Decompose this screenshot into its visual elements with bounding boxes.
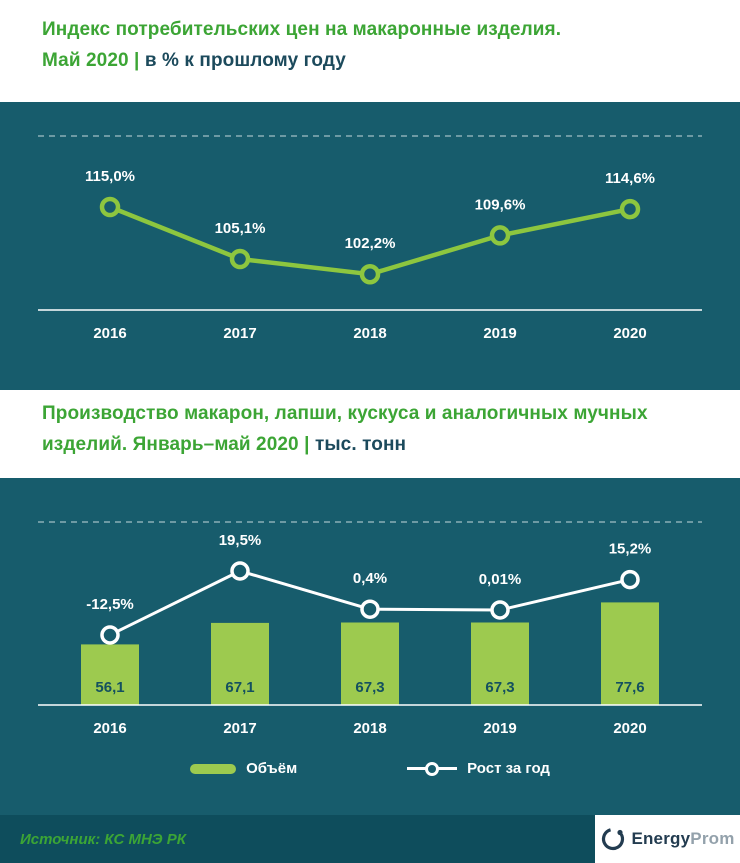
chart1-units: в % к прошлому году [144, 50, 346, 71]
cpi-point-2018 [359, 263, 381, 285]
growth-value-label: 19,5% [219, 532, 262, 549]
x-axis-label: 2016 [93, 720, 126, 737]
chart2-separator: | [304, 434, 310, 455]
volume-bar-swatch-icon [190, 763, 237, 774]
volume-value-label: 77,6 [615, 679, 644, 696]
growth-point-2016 [100, 625, 120, 645]
growth-value-label: 0,01% [479, 571, 522, 588]
legend-item-volume: Объём [190, 760, 297, 777]
growth-point-2017 [230, 561, 250, 581]
growth-point-2020 [620, 569, 640, 590]
x-axis-label: 2016 [93, 325, 126, 342]
source-text: Источник: КС МНЭ РК [20, 830, 186, 848]
chart-legend: Объём Рост за год [0, 760, 740, 777]
volume-bar-2016 [81, 644, 139, 705]
growth-point-2019 [490, 600, 510, 620]
logo-text: EnergyProm [631, 829, 734, 849]
cpi-point-2017 [229, 248, 251, 270]
growth-line-swatch-icon [407, 761, 458, 776]
growth-value-label: 0,4% [353, 570, 387, 587]
cpi-point-2020 [619, 198, 641, 220]
cpi-value-label: 102,2% [345, 235, 396, 252]
source-strip: Источник: КС МНЭ РК [0, 815, 595, 863]
chart2-units: тыс. тонн [314, 434, 407, 455]
production-chart-header: Производство макарон, лапши, кускуса и а… [0, 390, 740, 478]
x-axis-label: 2019 [483, 325, 516, 342]
cpi-value-label: 109,6% [475, 196, 526, 213]
volume-value-label: 67,3 [355, 679, 384, 696]
x-axis-label: 2017 [223, 325, 256, 342]
volume-bar-2019 [471, 622, 529, 705]
x-axis-label: 2020 [613, 720, 646, 737]
x-axis-label: 2019 [483, 720, 516, 737]
x-axis-label: 2018 [353, 720, 386, 737]
production-combo-chart: 56,1 2016 67,1 2017 67,3 2018 67,3 2019 77,6 2020… [38, 521, 702, 737]
energyprom-logo-icon [602, 827, 625, 851]
volume-value-label: 67,3 [485, 679, 514, 696]
logo-prom: Prom [690, 829, 735, 848]
legend-label-volume: Объём [246, 760, 298, 777]
cpi-line-chart: 115,0% 2016 105,1% 2017 102,2% 2018 109,6% 2019… [38, 135, 702, 342]
cpi-value-label: 105,1% [215, 220, 266, 237]
legend-label-growth: Рост за год [467, 760, 550, 777]
cpi-chart-header: Индекс потребительских цен на макаронные… [0, 0, 740, 102]
volume-bar-2020 [601, 602, 659, 705]
energyprom-logo: EnergyProm [595, 815, 740, 863]
chart1-title-line2: Май 2020 | в % к прошлому году [42, 45, 740, 76]
x-axis-label: 2018 [353, 325, 386, 342]
x-axis-label: 2020 [613, 325, 646, 342]
chart2-title-line2: изделий. Январь–май 2020 | тыс. тонн [42, 429, 740, 460]
growth-marker-icon [425, 761, 440, 776]
chart2-title-line1: Производство макарон, лапши, кускуса и а… [42, 398, 740, 429]
volume-bar-2018 [341, 622, 399, 705]
growth-value-label: -12,5% [86, 596, 134, 613]
cpi-value-label: 115,0% [85, 168, 135, 185]
cpi-point-2019 [489, 225, 511, 246]
chart2-period: изделий. Январь–май 2020 [42, 434, 299, 455]
chart1-title: Индекс потребительских цен на макаронные… [42, 19, 562, 40]
volume-value-label: 56,1 [95, 679, 124, 696]
growth-point-2018 [360, 599, 380, 619]
logo-energy: Energy [631, 829, 691, 848]
volume-bar-2017 [211, 622, 269, 705]
production-chart-section: 56,1 2016 67,1 2017 67,3 2018 67,3 2019 77,6 2020… [0, 470, 740, 815]
cpi-chart-section: 115,0% 2016 105,1% 2017 102,2% 2018 109,6% 2019… [0, 88, 740, 390]
cpi-value-label: 114,6% [605, 170, 655, 187]
chart1-separator: | [134, 50, 140, 71]
x-axis-label: 2017 [223, 720, 256, 737]
chart2-title: Производство макарон, лапши, кускуса и а… [42, 403, 648, 424]
legend-item-growth: Рост за год [407, 760, 550, 777]
chart1-period: Май 2020 [42, 50, 129, 71]
cpi-point-2016 [99, 196, 121, 218]
chart1-title-line1: Индекс потребительских цен на макаронные… [42, 14, 740, 45]
volume-value-label: 67,1 [225, 679, 254, 696]
footer: Источник: КС МНЭ РК EnergyProm [0, 815, 740, 863]
growth-value-label: 15,2% [609, 541, 652, 558]
